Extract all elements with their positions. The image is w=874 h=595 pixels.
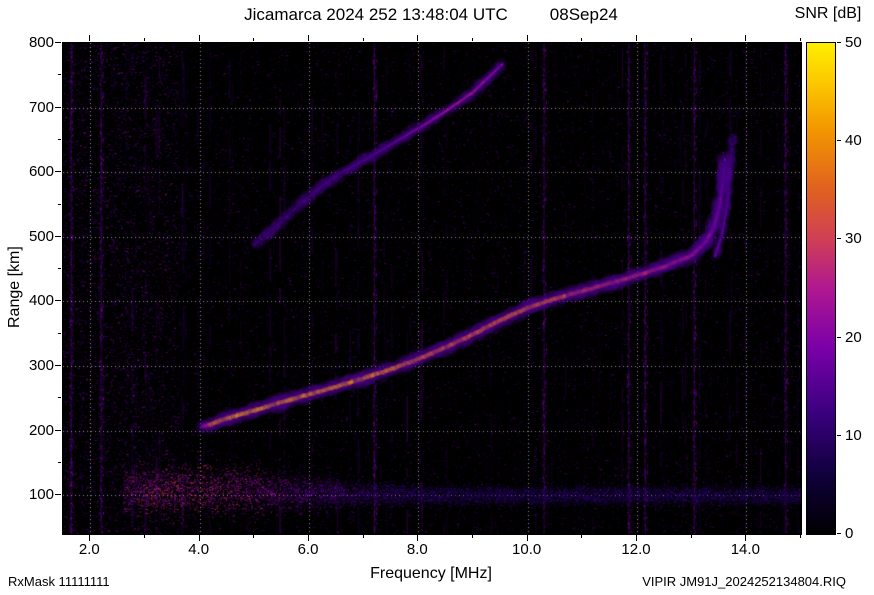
x-tick-label: 2.0 xyxy=(78,541,100,558)
colorbar-tick-mark xyxy=(837,42,841,43)
colorbar-tick-label: 0 xyxy=(845,525,854,542)
y-tick-mark xyxy=(55,42,61,43)
y-tick-mark xyxy=(55,171,61,172)
x-tick-mark xyxy=(691,38,692,41)
x-tick-mark xyxy=(417,35,418,41)
y-tick-mark xyxy=(55,430,61,431)
y-tick-label: 600 xyxy=(28,163,54,181)
y-tick-mark xyxy=(58,204,61,205)
y-tick-label: 800 xyxy=(28,34,54,51)
colorbar-tick-label: 10 xyxy=(845,426,862,444)
x-tick-label: 10.0 xyxy=(512,541,542,558)
x-tick-mark xyxy=(527,535,528,541)
x-tick-label: 14.0 xyxy=(730,541,760,558)
y-tick-mark xyxy=(58,139,61,140)
x-tick-mark xyxy=(636,535,637,541)
y-tick-mark xyxy=(55,365,61,366)
x-tick-mark xyxy=(144,535,145,538)
y-tick-mark xyxy=(58,462,61,463)
x-tick-label: 4.0 xyxy=(188,541,210,558)
x-tick-mark xyxy=(199,35,200,41)
x-tick-mark xyxy=(199,535,200,541)
y-tick-label: 100 xyxy=(28,486,54,504)
plot-area xyxy=(62,42,802,535)
x-tick-mark xyxy=(144,38,145,41)
colorbar-tick-mark xyxy=(837,140,841,141)
x-axis-label: Frequency [MHz] xyxy=(370,565,492,582)
x-tick-label: 8.0 xyxy=(406,541,428,558)
x-tick-mark xyxy=(253,38,254,41)
y-tick-label: 200 xyxy=(28,421,54,439)
colorbar xyxy=(806,42,836,535)
x-tick-label: 6.0 xyxy=(297,541,319,558)
y-axis-label: Range [km] xyxy=(6,246,23,329)
x-tick-mark xyxy=(691,535,692,538)
colorbar-tick-mark xyxy=(837,435,841,436)
y-tick-label: 500 xyxy=(28,227,54,245)
chart-date: 08Sep24 xyxy=(549,5,618,24)
x-tick-mark xyxy=(417,535,418,541)
ionogram-canvas xyxy=(63,43,801,534)
x-tick-mark xyxy=(472,38,473,41)
x-tick-mark xyxy=(581,38,582,41)
chart-title: Jicamarca 2024 252 13:48:04 UTC xyxy=(244,5,508,24)
y-tick-mark xyxy=(55,236,61,237)
x-tick-mark xyxy=(253,535,254,538)
x-tick-mark xyxy=(89,35,90,41)
colorbar-tick-mark xyxy=(837,533,841,534)
rxmask-label: RxMask 11111111 xyxy=(8,574,110,589)
colorbar-tick-label: 20 xyxy=(845,328,862,346)
x-tick-mark xyxy=(581,535,582,538)
x-tick-mark xyxy=(308,535,309,541)
x-tick-mark xyxy=(800,535,801,538)
colorbar-tick-label: 30 xyxy=(845,230,862,248)
y-tick-mark xyxy=(58,74,61,75)
y-tick-mark xyxy=(58,333,61,334)
y-tick-mark xyxy=(55,300,61,301)
y-tick-mark xyxy=(55,107,61,108)
y-tick-mark xyxy=(58,397,61,398)
x-tick-mark xyxy=(800,38,801,41)
x-tick-mark xyxy=(472,535,473,538)
y-tick-label: 700 xyxy=(28,98,54,116)
x-tick-mark xyxy=(89,535,90,541)
file-label: VIPIR JM91J_2024252134804.RIQ xyxy=(642,574,846,589)
x-tick-label: 12.0 xyxy=(621,541,651,558)
x-tick-mark xyxy=(308,35,309,41)
colorbar-tick-mark xyxy=(837,337,841,338)
colorbar-tick-mark xyxy=(837,238,841,239)
colorbar-tick-label: 50 xyxy=(845,34,862,51)
x-tick-mark xyxy=(745,35,746,41)
x-tick-mark xyxy=(527,35,528,41)
colorbar-tick-label: 40 xyxy=(845,132,862,150)
y-tick-label: 300 xyxy=(28,357,54,375)
y-tick-mark xyxy=(58,268,61,269)
colorbar-title: SNR [dB] xyxy=(794,5,862,22)
x-tick-mark xyxy=(363,535,364,538)
x-tick-mark xyxy=(745,535,746,541)
x-tick-mark xyxy=(363,38,364,41)
x-tick-mark xyxy=(636,35,637,41)
y-tick-label: 400 xyxy=(28,292,54,310)
y-tick-mark xyxy=(55,494,61,495)
chart-title-row: Jicamarca 2024 252 13:48:04 UTC 08Sep24 xyxy=(62,5,800,25)
